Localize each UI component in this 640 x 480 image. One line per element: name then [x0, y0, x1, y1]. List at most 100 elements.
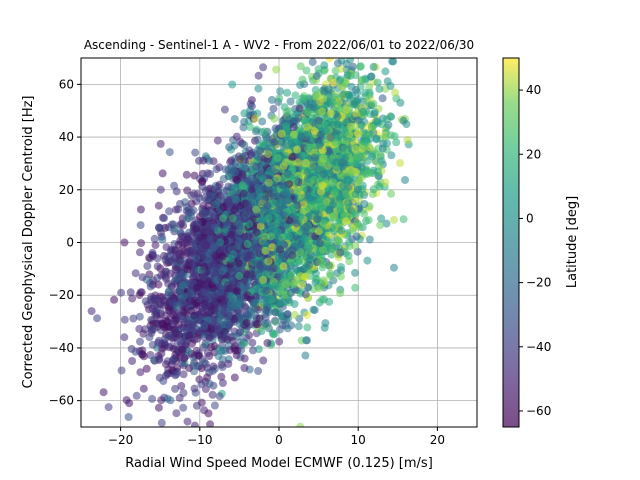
- scatter-point: [373, 78, 382, 87]
- scatter-point: [185, 364, 193, 373]
- scatter-point: [267, 187, 275, 196]
- scatter-point: [303, 323, 312, 332]
- scatter-point: [301, 351, 310, 360]
- scatter-point: [347, 82, 356, 91]
- scatter-point: [344, 90, 353, 99]
- scatter-point: [148, 340, 157, 349]
- scatter-point: [387, 112, 396, 121]
- scatter-point: [206, 420, 215, 427]
- scatter-point: [344, 176, 353, 185]
- scatter-point: [179, 389, 188, 397]
- scatter-point: [225, 320, 234, 329]
- scatter-point: [254, 71, 263, 80]
- scatter-point: [381, 178, 390, 187]
- scatter-point: [351, 145, 360, 153]
- scatter-point: [363, 256, 372, 265]
- scatter-point: [187, 278, 196, 287]
- scatter-point: [251, 127, 260, 136]
- scatter-point: [221, 165, 230, 174]
- scatter-point: [128, 294, 137, 303]
- scatter-point: [191, 148, 200, 157]
- scatter-point: [267, 95, 276, 104]
- scatter-point: [190, 421, 199, 427]
- scatter-point: [257, 327, 266, 336]
- scatter-point: [303, 107, 312, 116]
- scatter-point: [139, 329, 148, 338]
- scatter-point: [275, 337, 284, 346]
- scatter-point: [179, 403, 188, 412]
- scatter-point: [126, 288, 135, 297]
- scatter-point: [260, 140, 269, 149]
- scatter-point: [402, 120, 411, 129]
- scatter-point: [342, 60, 351, 68]
- scatter-point: [228, 80, 237, 89]
- scatter-point: [120, 315, 129, 324]
- scatter-point: [261, 313, 270, 322]
- scatter-point: [291, 91, 300, 100]
- scatter-point: [135, 291, 144, 299]
- scatter-point: [297, 266, 306, 275]
- scatter-point: [179, 370, 188, 379]
- scatter-point: [233, 346, 242, 355]
- scatter-point: [148, 394, 157, 403]
- scatter-point: [154, 280, 163, 289]
- scatter-point: [135, 248, 144, 257]
- scatter-point: [387, 189, 396, 198]
- scatter-point: [248, 338, 257, 347]
- scatter-point: [352, 232, 361, 241]
- scatter-point: [378, 94, 387, 103]
- scatter-point: [352, 159, 361, 168]
- scatter-point: [391, 88, 399, 97]
- scatter-point: [314, 65, 323, 74]
- scatter-point: [181, 280, 189, 289]
- scatter-point: [153, 262, 162, 271]
- scatter-point: [129, 314, 138, 323]
- scatter-point: [194, 351, 203, 360]
- scatter-point: [246, 100, 255, 108]
- scatter-point: [356, 82, 365, 91]
- scatter-point: [320, 61, 329, 70]
- scatter-point: [272, 65, 281, 74]
- scatter-point: [287, 321, 296, 330]
- scatter-point: [356, 62, 365, 71]
- scatter-point: [286, 97, 295, 106]
- scatter-point: [177, 382, 186, 390]
- scatter-point: [328, 178, 337, 187]
- scatter-point: [294, 322, 303, 331]
- scatter-point: [151, 241, 160, 250]
- scatter-point: [240, 364, 249, 372]
- scatter-point: [261, 319, 270, 328]
- scatter-point: [384, 121, 393, 129]
- scatter-point: [154, 403, 163, 412]
- scatter-point: [360, 209, 369, 218]
- scatter-point: [165, 207, 174, 216]
- scatter-point: [158, 169, 167, 178]
- scatter-point: [143, 262, 152, 270]
- scatter-point: [246, 150, 255, 158]
- scatter-point: [217, 372, 226, 381]
- scatter-point: [182, 203, 191, 211]
- scatter-point: [177, 232, 186, 241]
- scatter-point: [209, 362, 218, 371]
- scatter-point: [276, 87, 285, 96]
- scatter-point: [180, 354, 189, 363]
- scatter-point: [351, 268, 360, 277]
- scatter-point: [276, 325, 284, 334]
- scatter-point: [132, 391, 141, 400]
- scatter-point: [259, 63, 268, 72]
- scatter-point: [218, 379, 227, 387]
- scatter-point: [360, 200, 369, 208]
- scatter-point: [136, 337, 144, 346]
- scatter-point: [325, 58, 334, 63]
- scatter-point: [270, 114, 279, 123]
- scatter-point: [390, 215, 398, 224]
- scatter-point: [172, 187, 181, 196]
- scatter-point: [364, 216, 373, 225]
- scatter-point: [190, 384, 199, 393]
- scatter-point: [99, 388, 108, 397]
- scatter-point: [215, 163, 224, 172]
- scatter-point: [246, 123, 254, 131]
- scatter-point: [383, 139, 391, 148]
- scatter-point: [376, 221, 385, 230]
